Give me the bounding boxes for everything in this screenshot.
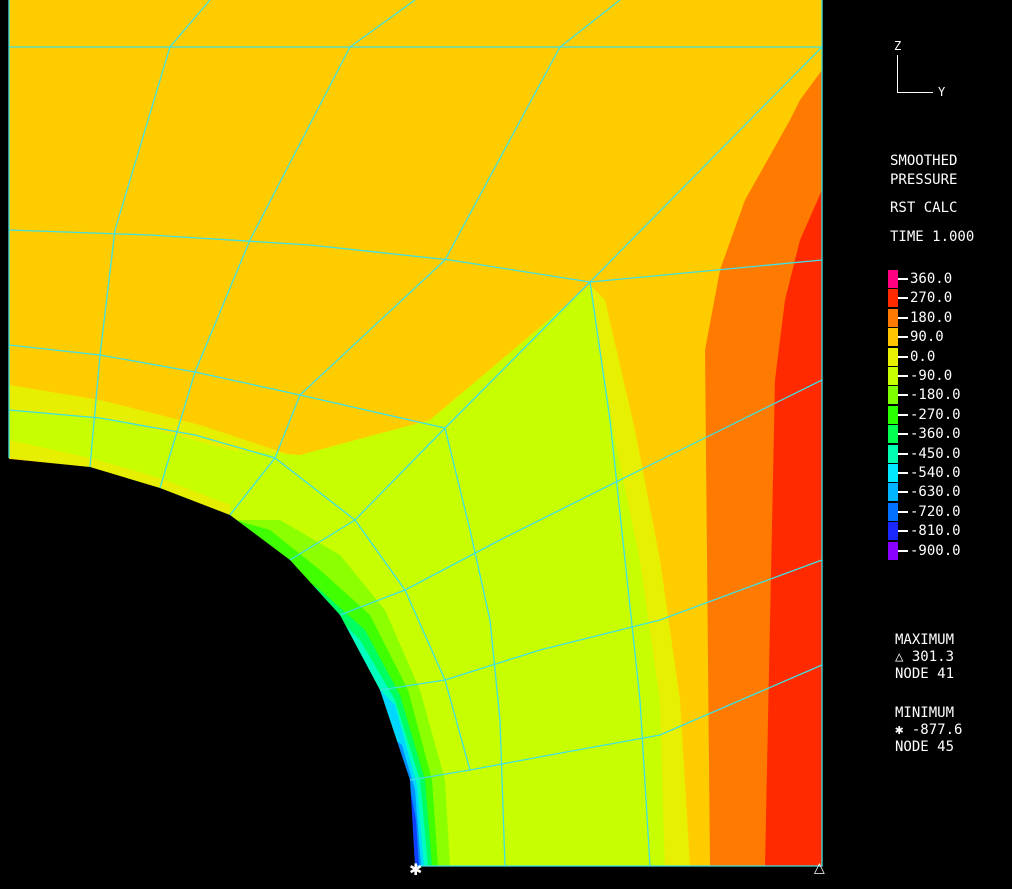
- legend-swatch: [888, 483, 898, 502]
- min-node-marker: ✱: [409, 860, 422, 879]
- legend-value: -900.0: [910, 542, 961, 559]
- legend-swatch: [888, 367, 898, 385]
- legend-swatch: [888, 308, 898, 327]
- pressure-contour-plot: ✱ △: [0, 0, 830, 889]
- triad-z-label: Z: [894, 39, 902, 53]
- triad-y-label: Y: [938, 85, 946, 99]
- legend-tick: [898, 491, 908, 494]
- mesh-boundary: [8, 0, 823, 867]
- mesh-radial-6: [379, 559, 823, 691]
- legend-tick: [898, 433, 908, 436]
- band-0-bottomleft: [9, 440, 230, 520]
- legend-tick: [898, 549, 908, 552]
- max-label: MAXIMUM: [895, 632, 955, 648]
- hole-bottom-fill: [0, 866, 830, 889]
- legend-tick: [898, 530, 908, 533]
- legend-swatch: [888, 386, 898, 405]
- legend-swatch: [888, 502, 898, 521]
- legend-tick: [898, 355, 908, 358]
- legend-tick: [898, 316, 908, 319]
- legend-value: 180.0: [910, 309, 953, 326]
- legend-swatch: [888, 328, 898, 347]
- mesh-radial-8: [589, 259, 823, 283]
- legend-swatch: [888, 522, 898, 541]
- title-line-4: TIME 1.000: [890, 229, 975, 245]
- triad-z-axis: [897, 55, 898, 93]
- legend-value: 270.0: [910, 290, 953, 307]
- legend-value: -630.0: [910, 484, 961, 501]
- mesh-radial-2: [159, 0, 416, 489]
- legend-value: -720.0: [910, 503, 961, 520]
- title-line-1: SMOOTHED: [890, 153, 958, 169]
- mesh-radial-5: [339, 379, 823, 616]
- legend-swatch: [888, 444, 898, 463]
- title-line-2: PRESSURE: [890, 172, 958, 188]
- mesh-vertical-3: [354, 519, 471, 771]
- legend-value: -810.0: [910, 523, 961, 540]
- legend-tick: [898, 472, 908, 474]
- min-value: ✱ -877.6: [895, 722, 963, 738]
- legend-swatch: [888, 425, 898, 444]
- mesh-radial-7: [409, 664, 823, 781]
- band-minus720: [405, 780, 419, 866]
- mesh-line-h2: [8, 229, 591, 283]
- min-node: NODE 45: [895, 739, 955, 755]
- legend-value: -540.0: [910, 465, 961, 481]
- legend-tick: [898, 510, 908, 513]
- legend-tick: [898, 413, 908, 416]
- legend-value: -90.0: [910, 368, 953, 384]
- band-0-strip: [590, 285, 690, 866]
- legend-value: 90.0: [910, 329, 944, 346]
- band-270-top: [790, 70, 822, 120]
- mesh-radial-1: [89, 0, 211, 468]
- max-node: NODE 41: [895, 666, 955, 682]
- mesh-radial-3: [229, 0, 621, 516]
- legend-value: -270.0: [910, 406, 961, 423]
- legend-tick: [898, 375, 908, 377]
- contour-bands: [0, 0, 830, 889]
- legend-swatch: [888, 464, 898, 482]
- legend-tick: [898, 278, 908, 280]
- legend-tick: [898, 394, 908, 397]
- legend-swatch: [888, 270, 898, 288]
- legend-value: -360.0: [910, 426, 961, 443]
- max-node-marker: △: [814, 860, 825, 876]
- legend-swatch: [888, 289, 898, 308]
- legend-swatch: [888, 405, 898, 424]
- legend-value: -450.0: [910, 445, 961, 462]
- legend-value: -180.0: [910, 387, 961, 404]
- legend-tick: [898, 336, 908, 339]
- mesh-line-h4: [8, 409, 356, 521]
- min-label: MINIMUM: [895, 705, 955, 721]
- band-270: [765, 190, 822, 866]
- legend-value: 360.0: [910, 271, 953, 287]
- legend-value: 0.0: [910, 348, 936, 365]
- mesh-vertical-1: [444, 427, 506, 867]
- mesh: [8, 0, 823, 867]
- mesh-vertical-2: [589, 281, 651, 867]
- title-line-3: RST CALC: [890, 200, 958, 216]
- triad-y-axis: [897, 92, 933, 93]
- legend-tick: [898, 297, 908, 300]
- legend-tick: [898, 452, 908, 455]
- max-value: △ 301.3: [895, 649, 955, 665]
- legend-swatch: [888, 541, 898, 560]
- hole-cutout: [0, 458, 415, 889]
- legend-swatch: [888, 347, 898, 366]
